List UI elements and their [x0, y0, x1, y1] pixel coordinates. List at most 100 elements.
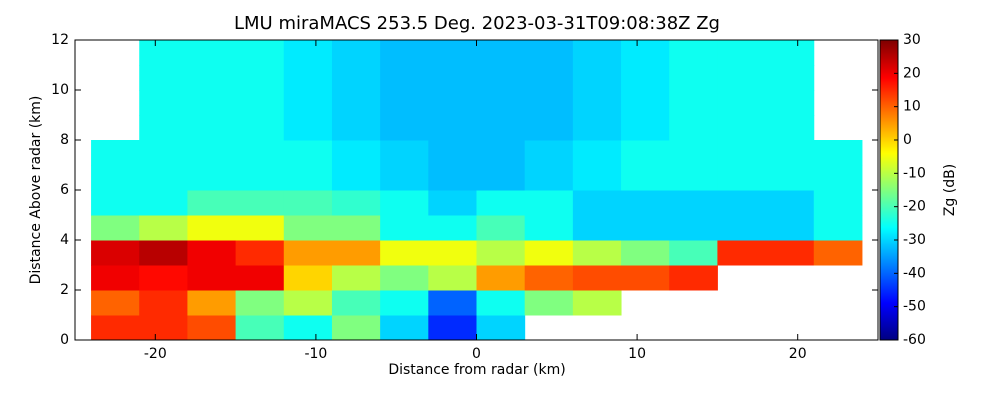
- colorbar-step: [880, 288, 898, 291]
- cell: [331, 140, 381, 166]
- cell: [476, 290, 526, 316]
- cell: [235, 290, 285, 316]
- cell: [813, 165, 863, 191]
- colorbar-step: [880, 186, 898, 189]
- cell: [813, 215, 863, 241]
- colorbar-step: [880, 100, 898, 103]
- colorbar-step: [880, 192, 898, 195]
- cell: [187, 115, 237, 141]
- cell: [139, 290, 188, 316]
- cell: [331, 290, 381, 316]
- colorbar-step: [880, 112, 898, 115]
- cell: [283, 165, 333, 191]
- cell: [524, 190, 574, 216]
- cell: [765, 115, 815, 141]
- cell: [717, 240, 767, 266]
- cell: [765, 215, 815, 241]
- colorbar-step: [880, 240, 898, 243]
- cell: [476, 65, 526, 91]
- colorbar-step: [880, 218, 898, 221]
- cell: [428, 265, 477, 291]
- cell: [380, 265, 429, 291]
- cell: [813, 190, 863, 216]
- colorbar-step: [880, 296, 898, 299]
- cell: [476, 115, 526, 141]
- colorbar-tick-label: -30: [903, 232, 926, 248]
- cell: [91, 315, 140, 341]
- colorbar-step: [880, 70, 898, 73]
- cell: [91, 165, 140, 191]
- cell: [717, 40, 767, 66]
- colorbar-step: [880, 198, 898, 201]
- cell: [283, 65, 333, 91]
- cell: [380, 290, 429, 316]
- colorbar-step: [880, 238, 898, 241]
- cell: [765, 240, 815, 266]
- chart-title: LMU miraMACS 253.5 Deg. 2023-03-31T09:08…: [234, 13, 720, 34]
- colorbar-step: [880, 330, 898, 333]
- cell: [235, 165, 285, 191]
- colorbar-step: [880, 316, 898, 319]
- cell: [669, 240, 718, 266]
- colorbar-step: [880, 110, 898, 113]
- colorbar-step: [880, 298, 898, 301]
- colorbar-step: [880, 270, 898, 273]
- colorbar-step: [880, 72, 898, 75]
- colorbar-step: [880, 336, 898, 339]
- cell: [572, 290, 622, 316]
- colorbar-step: [880, 138, 898, 141]
- colorbar-step: [880, 262, 898, 265]
- cell: [765, 65, 815, 91]
- colorbar-step: [880, 164, 898, 167]
- cell: [621, 240, 670, 266]
- cell: [669, 65, 718, 91]
- colorbar-step: [880, 282, 898, 285]
- cell: [91, 215, 140, 241]
- cell: [524, 65, 574, 91]
- cell: [428, 65, 477, 91]
- cell: [572, 140, 622, 166]
- colorbar-step: [880, 44, 898, 47]
- colorbar-step: [880, 108, 898, 111]
- cell: [524, 165, 574, 191]
- x-tick-label: 10: [628, 346, 646, 362]
- cell: [91, 190, 140, 216]
- colorbar-step: [880, 338, 898, 341]
- cell: [139, 90, 188, 116]
- cell: [428, 115, 477, 141]
- y-tick-label: 2: [60, 282, 69, 298]
- colorbar-step: [880, 326, 898, 329]
- cell: [428, 240, 477, 266]
- cell: [428, 165, 477, 191]
- y-tick-label: 12: [51, 32, 69, 48]
- colorbar-step: [880, 170, 898, 173]
- colorbar-step: [880, 162, 898, 165]
- cell: [187, 165, 237, 191]
- cell: [572, 265, 622, 291]
- cell: [621, 90, 670, 116]
- colorbar-step: [880, 284, 898, 287]
- cell: [235, 65, 285, 91]
- colorbar-tick-label: -50: [903, 299, 926, 315]
- colorbar-step: [880, 214, 898, 217]
- colorbar-step: [880, 58, 898, 61]
- cell: [621, 265, 670, 291]
- cell: [572, 240, 622, 266]
- cell: [476, 315, 526, 341]
- cell: [524, 215, 574, 241]
- colorbar-step: [880, 208, 898, 211]
- cell: [235, 265, 285, 291]
- colorbar-step: [880, 142, 898, 145]
- colorbar-step: [880, 54, 898, 57]
- colorbar-step: [880, 104, 898, 107]
- colorbar-step: [880, 98, 898, 101]
- colorbar-step: [880, 78, 898, 81]
- colorbar-step: [880, 118, 898, 121]
- colorbar-step: [880, 254, 898, 257]
- cell: [524, 115, 574, 141]
- cell: [524, 290, 574, 316]
- cell: [669, 265, 718, 291]
- colorbar-step: [880, 136, 898, 139]
- cell: [524, 240, 574, 266]
- colorbar-step: [880, 332, 898, 335]
